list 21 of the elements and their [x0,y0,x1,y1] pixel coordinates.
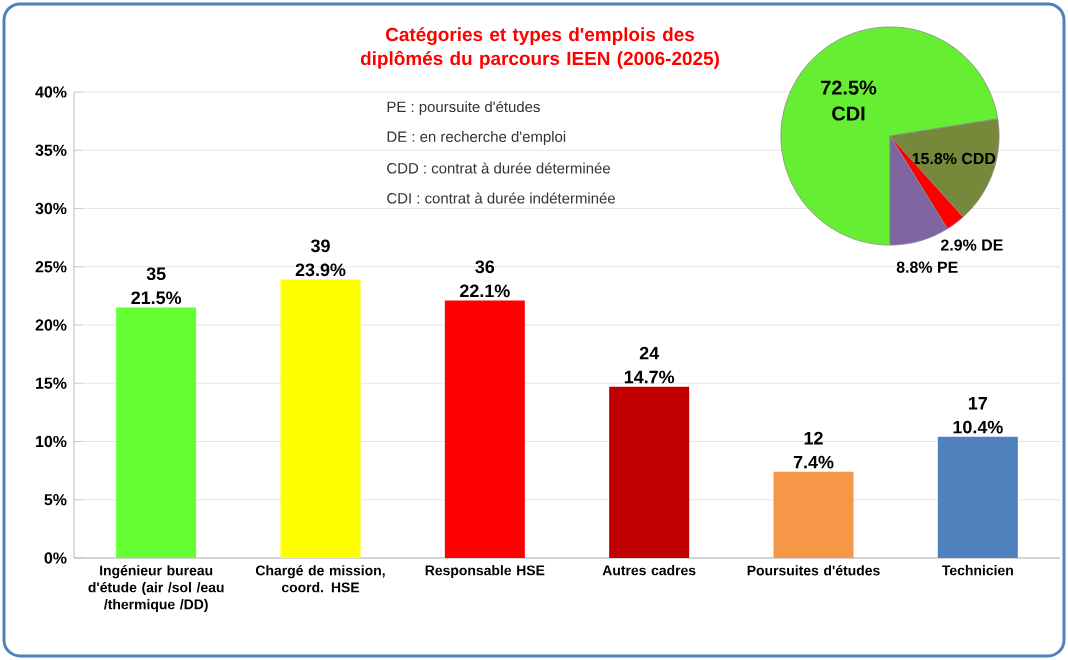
data-label: 22.1% [460,284,510,298]
data-label: 72.5% [821,80,877,95]
annotation: 36 [475,260,495,274]
annotation: 35 [146,267,166,281]
data-label: 23.9% [295,263,346,277]
bar [444,300,525,558]
bar [773,471,854,558]
annotation: 39 [310,239,330,253]
data-label: 10.4% [953,420,1003,434]
bar [116,307,197,558]
annotation: 12 [804,431,823,445]
annotation: 17 [968,397,988,410]
chart-title: Catégories et types d'emplois des diplômés du parcours IEEN (2006-2025) [360,27,719,69]
data-label: 21.5% [131,291,182,305]
bar [609,386,690,558]
data-label: 7.4% [793,455,834,469]
annotation: 24 [639,346,660,360]
bar [280,279,361,558]
slice-label: CDI [832,106,865,121]
data-label: 14.7% [624,370,675,384]
bar [937,436,1018,558]
